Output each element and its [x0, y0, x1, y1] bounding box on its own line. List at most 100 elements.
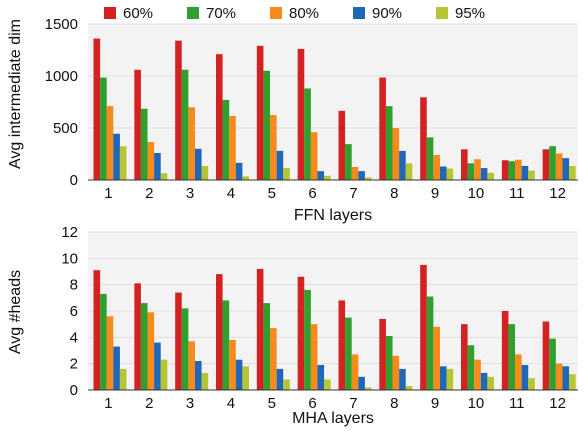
ffn-bar-9-s1: [426, 137, 434, 180]
mha-bar-2-s0: [134, 283, 141, 390]
mha-bar-5-s1: [263, 303, 271, 390]
ffn-bar-2-s3: [154, 152, 161, 180]
mha-bar-12-s2: [555, 363, 563, 390]
ffn-xtick-label-4: 5: [268, 185, 276, 202]
ffn-bar-11-s2: [515, 159, 522, 180]
mha-bar-10-s1: [467, 345, 475, 390]
ffn-bar-2-s2: [147, 142, 155, 180]
mha-bar-12-s4: [569, 374, 576, 390]
ffn-bar-6-s2: [310, 132, 318, 180]
ffn-bar-3-s1: [181, 69, 189, 180]
ffn-bar-1-s3: [113, 133, 120, 180]
ffn-xtick-label-0: 1: [104, 185, 112, 202]
mha-bar-7-s4: [364, 387, 372, 390]
ffn-bar-12-s0: [542, 149, 550, 180]
mha-bar-10-s4: [487, 376, 494, 390]
ffn-chart-panel: Avg intermediate dim FFN layers 0 500 1000…: [7, 16, 578, 224]
ffn-xtick-label-9: 10: [468, 185, 485, 202]
mha-bar-10-s2: [474, 359, 481, 390]
mha-bar-7-s3: [358, 376, 365, 390]
ffn-bar-3-s3: [194, 148, 202, 180]
mha-xtick-label-10: 11: [509, 395, 525, 412]
mha-bar-9-s1: [426, 296, 434, 390]
mha-bar-5-s3: [276, 368, 284, 390]
ffn-ytick-label-1: 500: [53, 120, 78, 137]
ffn-bar-9-s4: [446, 168, 454, 180]
mha-xtick-label-4: 5: [268, 395, 276, 412]
mha-bar-12-s3: [562, 366, 570, 390]
ffn-bar-6-s3: [317, 171, 325, 180]
ffn-bar-4-s1: [222, 99, 230, 180]
mha-bar-7-s0: [338, 300, 346, 390]
mha-bar-1-s4: [119, 368, 127, 390]
mha-bar-2-s4: [160, 359, 168, 390]
mha-ytick-label-4: 8: [70, 277, 78, 294]
ffn-bar-4-s3: [235, 162, 243, 180]
ffn-bar-8-s3: [399, 150, 406, 180]
ffn-bar-3-s4: [201, 165, 209, 180]
mha-bar-12-s0: [542, 321, 550, 390]
ffn-bar-7-s0: [338, 110, 346, 180]
ffn-bar-4-s4: [242, 176, 249, 180]
mha-bar-1-s3: [113, 346, 120, 390]
legend-label-3: 90%: [372, 5, 402, 22]
ffn-bar-8-s0: [379, 77, 386, 180]
mha-bar-4-s4: [242, 366, 249, 390]
mha-bar-6-s2: [310, 324, 318, 390]
ffn-bar-6-s4: [324, 175, 331, 180]
mha-xtick-label-5: 6: [308, 395, 316, 412]
mha-xtick-label-6: 7: [349, 395, 357, 412]
mha-bar-12-s1: [549, 338, 556, 390]
ffn-xtick-label-3: 4: [227, 185, 235, 202]
mha-xtick-label-8: 9: [431, 395, 439, 412]
mha-bar-4-s2: [229, 339, 236, 390]
mha-bar-8-s0: [379, 318, 386, 390]
ffn-bar-10-s0: [461, 149, 468, 180]
ffn-bar-2-s1: [140, 108, 148, 180]
mha-xtick-label-1: 2: [145, 395, 153, 412]
ffn-xtick-label-7: 8: [390, 185, 398, 202]
ffn-ytick-label-3: 1500: [45, 16, 78, 33]
mha-bar-4-s3: [235, 359, 243, 390]
ffn-bar-12-s2: [555, 153, 563, 180]
ffn-ylabel: Avg intermediate dim: [7, 19, 24, 169]
mha-bar-3-s2: [188, 341, 195, 390]
mha-bar-9-s3: [439, 366, 447, 390]
legend-swatch-2: [270, 7, 282, 19]
ffn-bar-1-s0: [93, 38, 101, 181]
mha-bar-3-s1: [181, 308, 189, 390]
mha-bar-2-s1: [140, 303, 148, 390]
ffn-bar-5-s1: [263, 70, 271, 180]
ffn-bar-5-s0: [256, 45, 264, 181]
ffn-bar-3-s0: [175, 40, 182, 180]
ffn-bar-1-s1: [100, 77, 107, 180]
mha-bar-8-s2: [392, 355, 400, 390]
mha-bar-8-s3: [399, 368, 406, 390]
mha-xtick-label-3: 4: [227, 395, 235, 412]
legend-swatch-0: [104, 7, 116, 19]
legend-swatch-4: [436, 7, 448, 19]
ffn-bar-8-s2: [392, 128, 400, 180]
mha-bar-9-s0: [420, 264, 427, 390]
legend-swatch-1: [187, 7, 199, 19]
mha-bar-8-s1: [385, 336, 393, 390]
ffn-ytick-label-2: 1000: [45, 68, 78, 85]
mha-bar-11-s4: [528, 378, 535, 390]
mha-ytick-label-5: 10: [61, 250, 78, 267]
mha-xtick-label-11: 12: [549, 395, 566, 412]
mha-bar-11-s3: [521, 364, 529, 390]
mha-xtick-label-0: 1: [104, 395, 112, 412]
mha-ylabel: Avg #heads: [7, 270, 24, 354]
mha-bar-6-s0: [297, 276, 305, 390]
ffn-bar-2-s4: [160, 173, 168, 180]
ffn-xlabel: FFN layers: [294, 207, 372, 224]
ffn-bar-7-s1: [345, 144, 352, 180]
ffn-xtick-label-11: 12: [549, 185, 566, 202]
legend-label-0: 60%: [123, 5, 153, 22]
ffn-bar-7-s4: [364, 177, 372, 180]
ffn-bar-7-s2: [351, 167, 359, 180]
ffn-xtick-label-8: 9: [431, 185, 439, 202]
mha-bar-5-s2: [270, 328, 277, 390]
ffn-bar-12-s4: [569, 165, 576, 180]
